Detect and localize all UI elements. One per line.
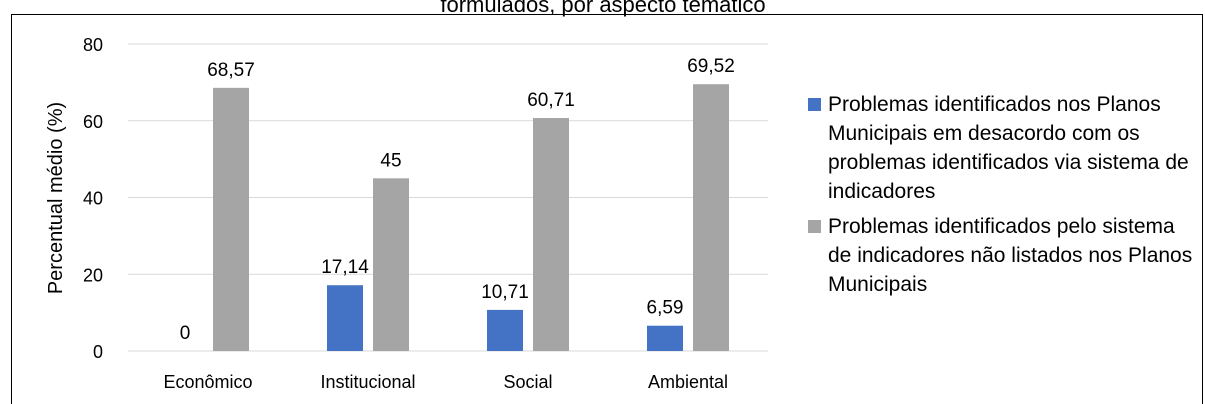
- bar: [213, 87, 249, 352]
- data-label: 60,71: [527, 90, 575, 111]
- data-label: 6,59: [647, 298, 684, 319]
- y-tick-label: 20: [83, 265, 103, 285]
- x-tick-label: Institucional: [320, 372, 415, 392]
- bar: [533, 118, 569, 351]
- x-tick-label: Ambiental: [648, 372, 728, 392]
- data-label: 45: [380, 150, 401, 171]
- data-label: 10,71: [481, 282, 529, 303]
- bar: [327, 285, 363, 351]
- y-tick-label: 40: [83, 189, 103, 209]
- legend: Problemas identificados nos Planos Munic…: [808, 90, 1198, 305]
- chart-title: formulados, por aspecto temático: [440, 0, 765, 17]
- legend-item: Problemas identificados nos Planos Munic…: [808, 90, 1198, 206]
- y-tick-label: 80: [83, 35, 103, 55]
- bar: [487, 309, 523, 351]
- data-label: 0: [180, 323, 191, 344]
- x-tick-label: Econômico: [163, 372, 252, 392]
- y-tick-label: 0: [93, 342, 103, 362]
- bar: [373, 178, 409, 351]
- data-label: 17,14: [321, 257, 369, 278]
- legend-swatch: [808, 98, 821, 111]
- y-tick-label: 60: [83, 112, 103, 132]
- legend-label: Problemas identificados pelo sistema de …: [828, 215, 1193, 296]
- x-tick-label: Social: [503, 372, 552, 392]
- y-axis-label: Percentual médio (%): [45, 102, 67, 294]
- bar: [693, 84, 729, 351]
- data-label: 68,57: [207, 60, 255, 81]
- legend-label: Problemas identificados nos Planos Munic…: [828, 93, 1189, 203]
- legend-item: Problemas identificados pelo sistema de …: [808, 212, 1198, 299]
- bar: [647, 325, 683, 351]
- legend-swatch: [808, 220, 821, 233]
- data-label: 69,52: [687, 56, 735, 77]
